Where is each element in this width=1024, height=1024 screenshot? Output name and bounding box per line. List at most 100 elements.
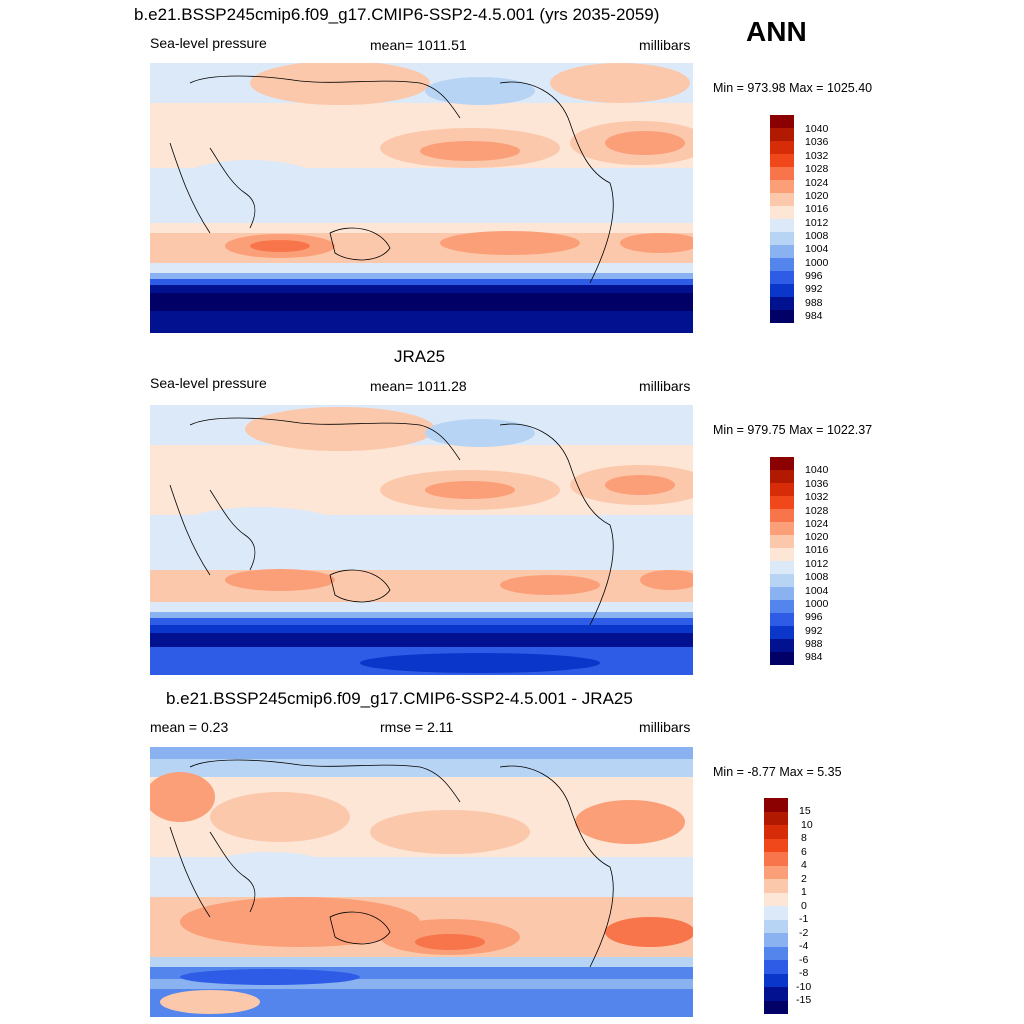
panel-0-tick-label: 1036 — [805, 136, 829, 148]
panel-2-color-cell — [764, 892, 788, 906]
panel-2-color-cell — [764, 825, 788, 839]
panel-2-southern-pacific-core — [415, 934, 485, 950]
panel-1-color-cell — [770, 561, 794, 574]
panel-0-antarctic-band — [150, 311, 693, 333]
panel-0-color-cell — [770, 219, 794, 232]
panel-2-color-cell — [764, 811, 788, 825]
panel-0-band-1000 — [150, 273, 693, 279]
panel-1-band-988 — [150, 625, 693, 633]
panel-2-color-cell — [764, 838, 788, 852]
panel-0-azores-core — [605, 131, 685, 155]
panel-2-arctic-core — [150, 747, 693, 759]
panel-1-color-cell — [770, 509, 794, 522]
panel-1-tick-label: 1012 — [805, 558, 829, 570]
panel-0-tick-label: 1012 — [805, 217, 829, 229]
panel-2-coast-americas — [499, 765, 614, 968]
panel-0-color-cell — [770, 245, 794, 258]
panel-1-color-cell — [770, 613, 794, 626]
panel-2-color-cell — [764, 946, 788, 960]
panel-0-tick-label: 984 — [805, 310, 823, 322]
panel-1-color-cell — [770, 639, 794, 652]
panel-1-south-atlantic-high — [640, 570, 693, 590]
panel-0-color-cell — [770, 180, 794, 193]
panel-0-color-cell — [770, 167, 794, 180]
panel-2-color-cell — [764, 906, 788, 920]
panel-2-tick-label: -6 — [799, 954, 809, 966]
panel-2-units-label: millibars — [639, 719, 691, 735]
panel-0-coast-africa — [169, 142, 211, 234]
panel-1-band-1008 — [150, 602, 693, 612]
panel-2-color-cell — [764, 1000, 788, 1014]
panel-1-coast-americas — [499, 423, 614, 626]
panel-2-tick-label: -2 — [799, 927, 809, 939]
panel-1-band-984 — [150, 633, 693, 647]
panel-1-color-cell — [770, 483, 794, 496]
panel-2-tick-label: 6 — [801, 846, 807, 858]
panel-1-tick-label: 1032 — [805, 491, 829, 503]
panel-2-color-cell — [764, 987, 788, 1001]
panel-2-tick-label: 1 — [801, 886, 807, 898]
panel-1-coast-africa — [169, 484, 211, 576]
panel-1-tick-label: 996 — [805, 611, 823, 623]
panel-0-indo-low — [170, 160, 330, 216]
panel-2-rmse-label: rmse = 2.11 — [380, 719, 454, 735]
panel-1-band-992 — [150, 618, 693, 625]
panel-1-tick-label: 984 — [805, 651, 823, 663]
panel-1-map — [150, 405, 693, 675]
panel-1-color-cell — [770, 652, 794, 665]
panel-0-color-cell — [770, 128, 794, 141]
panel-2-coast-eurasia — [189, 759, 461, 803]
panel-1-coast-australia — [329, 569, 391, 603]
panel-1-tick-label: 988 — [805, 638, 823, 650]
panel-0-color-cell — [770, 115, 794, 128]
panel-0-coast-australia — [329, 227, 391, 261]
panel-1-subtropical-ridge — [150, 570, 693, 602]
panel-1-color-cell — [770, 600, 794, 613]
panel-0-units-label: millibars — [639, 37, 691, 53]
panel-2-color-cell — [764, 879, 788, 893]
panel-2-tick-label: -4 — [799, 940, 809, 952]
panel-0-tick-label: 1016 — [805, 203, 829, 215]
panel-1-tick-label: 1036 — [805, 478, 829, 490]
panel-2-color-cell — [764, 852, 788, 866]
panel-1-units-label: millibars — [639, 378, 691, 394]
panel-1-mean-label: mean= 1011.28 — [370, 378, 467, 394]
panel-1-title: JRA25 — [394, 347, 446, 366]
panel-0-color-cell — [770, 154, 794, 167]
panel-0-mean-label: mean= 1011.51 — [370, 37, 467, 53]
panel-1-tick-label: 992 — [805, 625, 823, 637]
panel-0-band-992 — [150, 279, 693, 285]
panel-0-band-984 — [150, 285, 693, 293]
panel-2-asia-anomaly — [210, 792, 350, 842]
panel-0-tick-label: 1008 — [805, 230, 829, 242]
panel-1-tick-label: 1024 — [805, 518, 829, 530]
panel-2-tick-label: -10 — [796, 981, 812, 993]
panel-0-band-low — [150, 293, 693, 311]
panel-0-color-cell — [770, 232, 794, 245]
panel-2-tick-label: -8 — [799, 967, 809, 979]
panel-2-band-neg1 — [150, 957, 693, 967]
panel-0-color-cell — [770, 310, 794, 323]
panel-2-color-cell — [764, 865, 788, 879]
panel-2-europe-anomaly — [150, 772, 215, 822]
panel-2-coast-africa — [169, 826, 211, 918]
panel-0-coast-americas — [499, 81, 614, 284]
panel-1-min-max: Min = 979.75 Max = 1022.37 — [713, 423, 873, 437]
panel-0-tick-label: 1000 — [805, 257, 829, 269]
panel-1-color-cell — [770, 535, 794, 548]
panel-2-mean-label: mean = 0.23 — [150, 719, 229, 735]
panel-0-aleutian-low — [425, 77, 535, 105]
panel-2-southern-indian-anomaly — [180, 897, 420, 947]
panel-0-tick-label: 1028 — [805, 163, 829, 175]
panel-1-map-svg — [150, 405, 693, 675]
panel-1-indian-ocean-high — [225, 569, 335, 591]
panel-0-coastlines — [169, 75, 614, 284]
panel-1-tick-label: 1028 — [805, 505, 829, 517]
panel-0-north-pacific-core — [420, 141, 520, 161]
panel-1-color-cell — [770, 548, 794, 561]
panel-0-band-1008 — [150, 263, 693, 273]
panel-0-variable-label: Sea-level pressure — [150, 35, 267, 51]
season-label: ANN — [746, 16, 807, 47]
panel-2-tick-label: 8 — [801, 832, 807, 844]
panel-1-south-pacific-high — [500, 575, 600, 595]
